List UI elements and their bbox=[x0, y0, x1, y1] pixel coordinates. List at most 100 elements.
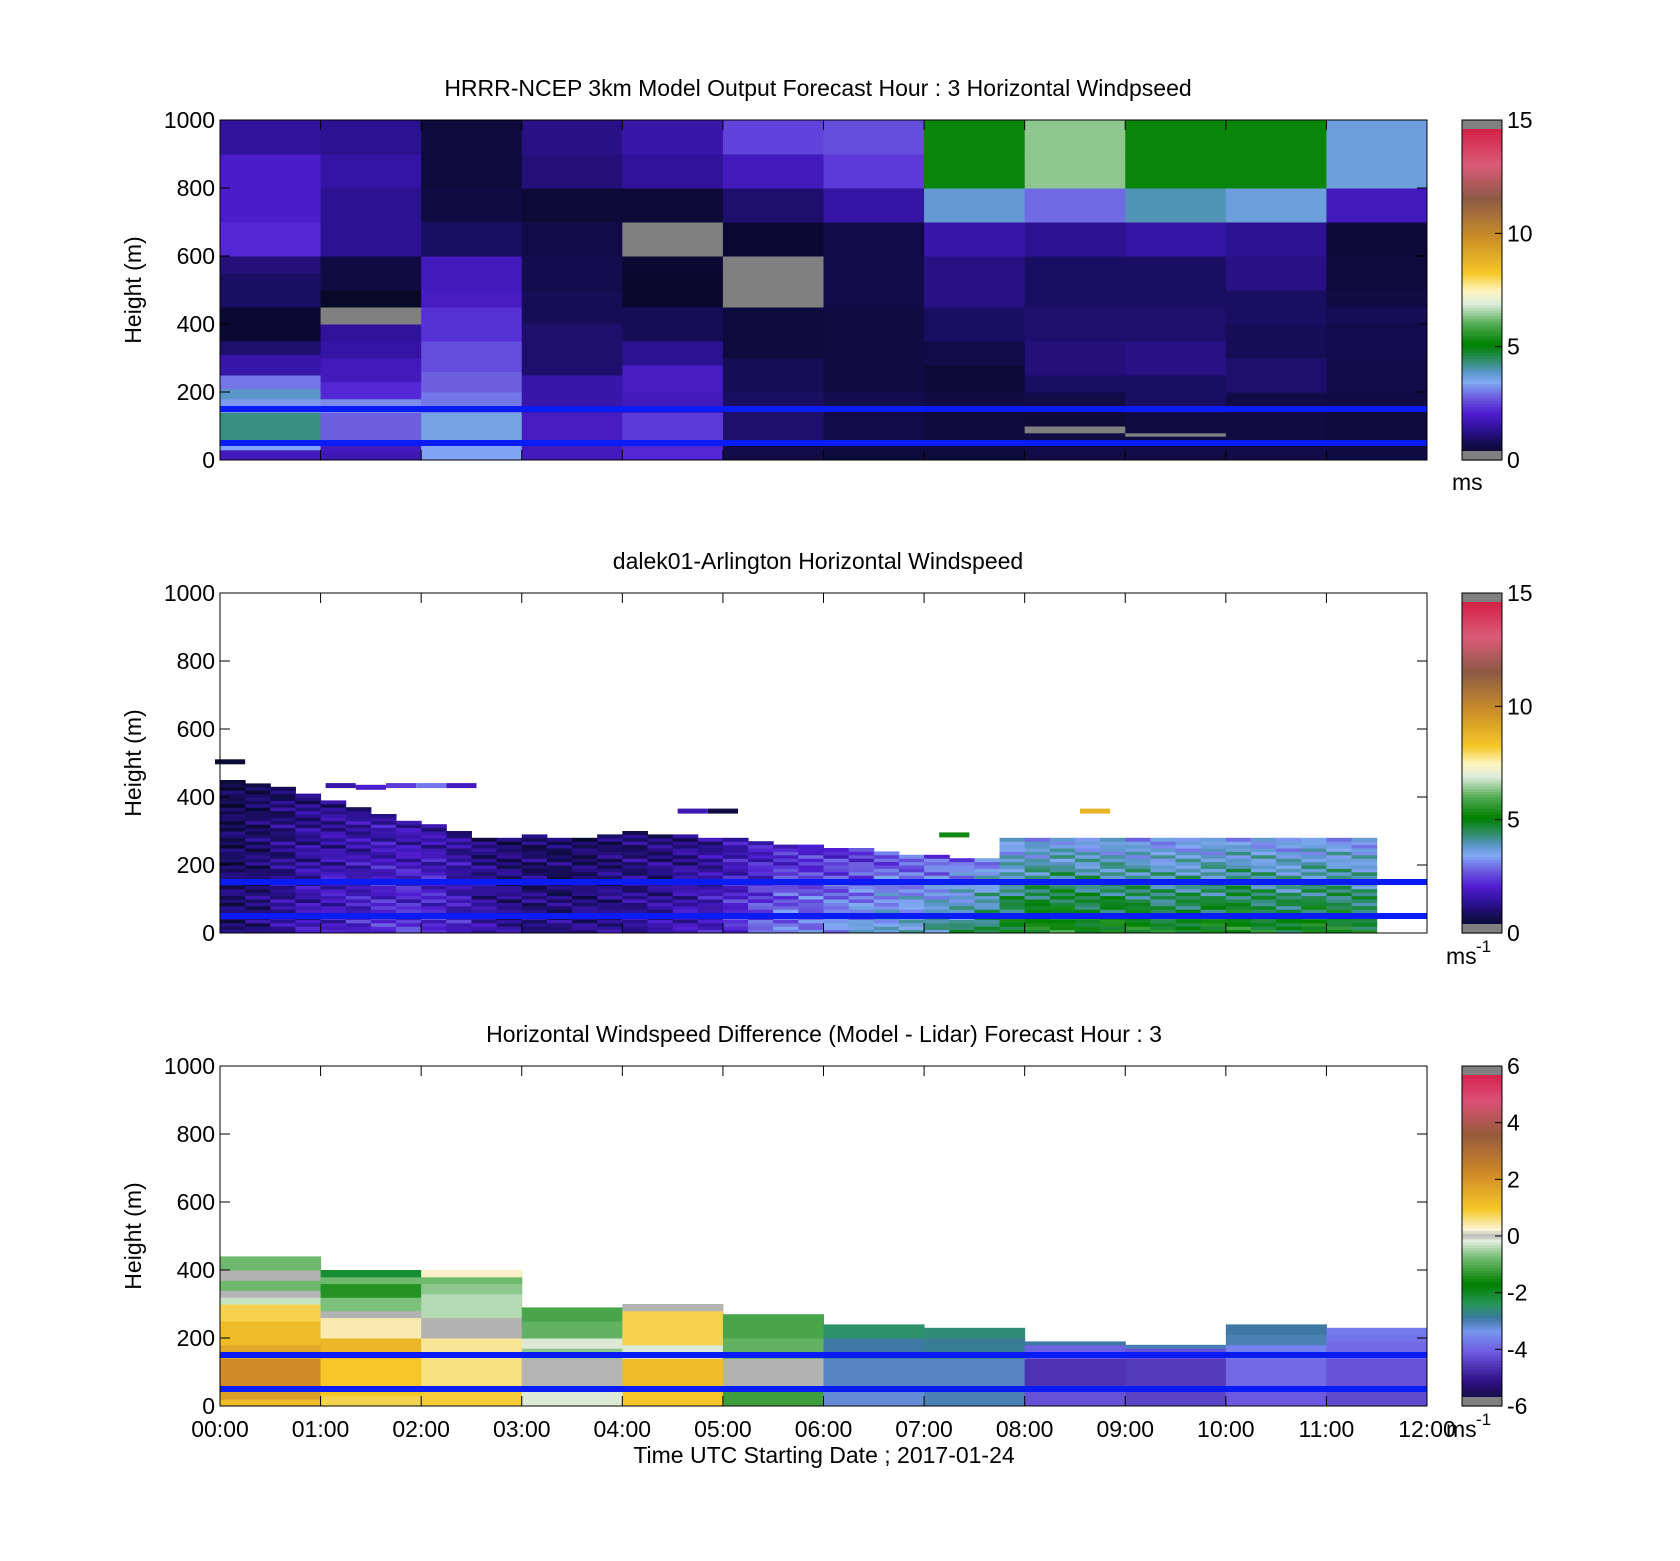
profile-cell bbox=[245, 865, 271, 869]
colorbar-band bbox=[1462, 142, 1502, 147]
profile-cell bbox=[773, 851, 799, 856]
profile-cell bbox=[345, 807, 372, 812]
colorbar-band bbox=[1462, 1329, 1502, 1333]
colorbar-band bbox=[1462, 295, 1502, 300]
profile-cell bbox=[722, 848, 749, 852]
colorbar-band bbox=[1462, 250, 1502, 254]
profile-cell bbox=[622, 831, 648, 835]
profile-cell bbox=[949, 926, 975, 931]
colorbar-under bbox=[1462, 924, 1502, 933]
profile-cell bbox=[1351, 837, 1378, 842]
profile-cell bbox=[471, 909, 498, 914]
profile-cell bbox=[320, 895, 347, 900]
isolated-mark bbox=[1079, 808, 1111, 814]
profile-cell bbox=[924, 865, 950, 869]
profile-cell bbox=[471, 868, 498, 873]
profile-cell bbox=[345, 820, 372, 825]
heatmap-cell bbox=[1326, 1358, 1428, 1387]
profile-cell bbox=[924, 905, 950, 910]
heatmap-cell bbox=[220, 307, 322, 325]
profile-cell bbox=[823, 858, 850, 863]
profile-cell bbox=[521, 888, 548, 893]
profile-cell bbox=[245, 861, 271, 866]
profile-cell bbox=[1049, 848, 1076, 852]
profile-cell bbox=[798, 851, 824, 856]
colorbar-band bbox=[1462, 859, 1502, 863]
heatmap-cell bbox=[421, 1293, 523, 1319]
profile-cell bbox=[220, 780, 246, 784]
profile-cell bbox=[295, 895, 322, 900]
profile-cell bbox=[1301, 922, 1327, 927]
profile-cell bbox=[647, 865, 674, 869]
profile-cell bbox=[496, 899, 523, 903]
colorbar-band bbox=[1462, 1190, 1502, 1195]
profile-cell bbox=[898, 929, 925, 934]
colorbar-band bbox=[1462, 258, 1502, 263]
profile-cell bbox=[245, 807, 271, 812]
profile-cell bbox=[848, 885, 875, 890]
profile-cell bbox=[320, 817, 347, 822]
colorbar-band bbox=[1462, 873, 1502, 877]
colorbar-band bbox=[1462, 1383, 1502, 1387]
profile-cell bbox=[396, 865, 422, 869]
colorbar-band bbox=[1462, 148, 1502, 152]
profile-cell bbox=[748, 929, 774, 934]
heatmap-cell bbox=[823, 120, 925, 155]
heatmap-cell bbox=[220, 1280, 322, 1291]
colorbar-band bbox=[1462, 703, 1502, 707]
profile-cell bbox=[1200, 895, 1227, 900]
heatmap-cell bbox=[220, 188, 322, 223]
heatmap-cell bbox=[320, 1317, 422, 1339]
profile-cell bbox=[722, 899, 749, 903]
profile-cell bbox=[345, 892, 372, 897]
profile-cell bbox=[1150, 865, 1177, 869]
colorbar-band bbox=[1462, 417, 1502, 421]
profile-cell bbox=[1074, 902, 1101, 907]
colorbar-band bbox=[1462, 1094, 1502, 1098]
panel-title: dalek01-Arlington Horizontal Windspeed bbox=[613, 548, 1023, 574]
colorbar-band bbox=[1462, 692, 1502, 696]
colorbar-band bbox=[1462, 1085, 1502, 1090]
profile-cell bbox=[421, 902, 447, 907]
panel-title: HRRR-NCEP 3km Model Output Forecast Hour… bbox=[444, 75, 1191, 101]
profile-cell bbox=[1100, 875, 1126, 880]
profile-cell bbox=[1150, 885, 1177, 890]
profile-cell bbox=[1351, 888, 1378, 893]
profile-cell bbox=[220, 831, 246, 835]
colorbar-band bbox=[1462, 1179, 1502, 1183]
profile-cell bbox=[320, 844, 347, 849]
colorbar-band bbox=[1462, 253, 1502, 257]
colorbar-band bbox=[1462, 706, 1502, 710]
heatmap-cell bbox=[1024, 307, 1126, 342]
profile-cell bbox=[1276, 902, 1302, 907]
colorbar-band bbox=[1462, 428, 1502, 433]
profile-cell bbox=[1049, 899, 1076, 903]
profile-cell bbox=[270, 817, 296, 822]
colorbar-band bbox=[1462, 1270, 1502, 1274]
profile-cell bbox=[622, 885, 648, 890]
profile-cell bbox=[1024, 841, 1051, 846]
profile-cell bbox=[1074, 926, 1101, 931]
x-tick-label: 09:00 bbox=[1096, 1416, 1154, 1442]
heatmap-cell bbox=[924, 1327, 1026, 1339]
profile-cell bbox=[396, 926, 422, 931]
profile-cell bbox=[748, 851, 774, 856]
heatmap-cell bbox=[220, 154, 322, 189]
heatmap-cell bbox=[220, 324, 322, 342]
heatmap-cell bbox=[1225, 120, 1327, 155]
profile-cell bbox=[1125, 919, 1151, 924]
profile-cell bbox=[1301, 851, 1327, 856]
colorbar-band bbox=[1462, 1238, 1502, 1243]
profile-cell bbox=[345, 841, 372, 846]
profile-cell bbox=[245, 888, 271, 893]
profile-cell bbox=[697, 844, 724, 849]
profile-cell bbox=[647, 899, 674, 903]
profile-cell bbox=[295, 905, 322, 910]
colorbar-band bbox=[1462, 765, 1502, 770]
heatmap-cell bbox=[320, 443, 422, 454]
profile-cell bbox=[245, 837, 271, 842]
colorbar-band bbox=[1462, 663, 1502, 668]
heatmap-cell bbox=[622, 120, 724, 155]
heatmap-cell bbox=[1125, 432, 1227, 437]
profile-cell bbox=[1301, 919, 1327, 924]
